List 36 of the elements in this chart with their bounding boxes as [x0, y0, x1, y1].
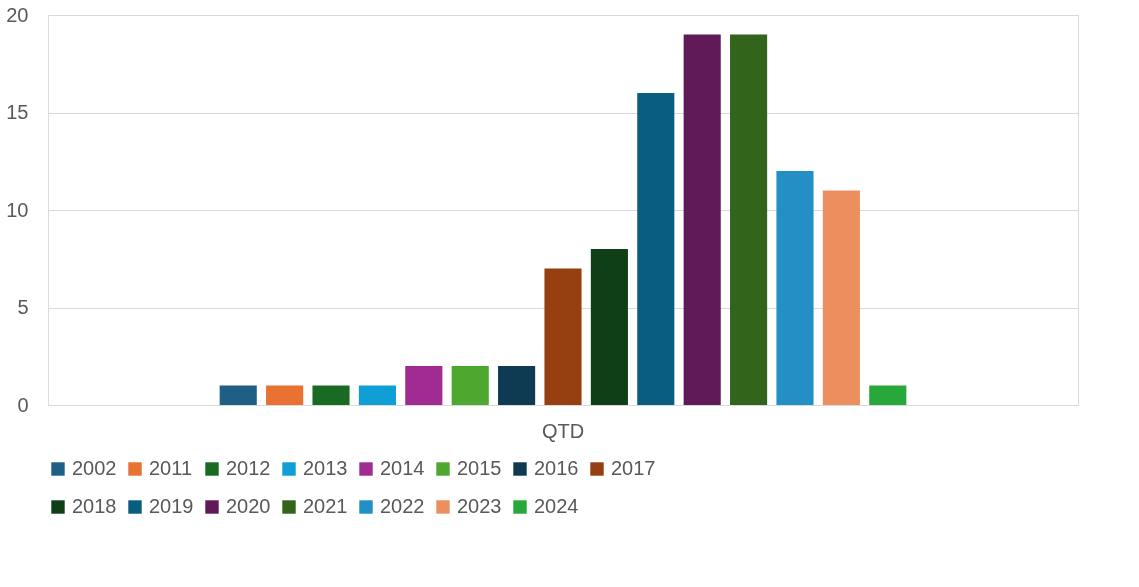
bar	[498, 366, 536, 405]
legend-label: 2016	[534, 457, 579, 479]
legend-label: 2014	[380, 457, 425, 479]
legend-label: 2015	[457, 457, 502, 479]
bar	[730, 34, 768, 405]
bar	[590, 249, 628, 405]
legend-label: 2023	[457, 495, 502, 517]
y-tick-label: 5	[17, 296, 29, 318]
bar	[266, 385, 304, 405]
legend-label: 2022	[380, 495, 425, 517]
legend-label: 2020	[226, 495, 271, 517]
bar	[451, 366, 489, 405]
bar	[405, 366, 443, 405]
bar	[637, 93, 675, 405]
bar	[822, 190, 860, 405]
legend-label: 2017	[611, 457, 656, 479]
bar	[776, 171, 814, 405]
y-tick-label: 15	[6, 101, 29, 123]
bar	[219, 385, 257, 405]
legend-label: 2011	[149, 457, 193, 479]
bar	[869, 385, 907, 405]
bar	[544, 268, 582, 405]
y-tick-label: 10	[6, 198, 29, 221]
legend-label: 2018	[72, 495, 117, 517]
y-tick-label: 20	[6, 3, 29, 26]
bar	[358, 385, 396, 405]
bar	[683, 34, 721, 405]
legend-label: 2013	[303, 457, 348, 479]
y-tick-label: 0	[17, 393, 29, 416]
x-tick-label: QTD	[541, 419, 585, 442]
bar	[312, 385, 350, 405]
legend-label: 2021	[303, 495, 348, 517]
legend-label: 2012	[226, 457, 271, 479]
legend-label: 2002	[72, 457, 117, 479]
legend-label: 2019	[149, 495, 194, 517]
legend-label: 2024	[534, 495, 579, 517]
